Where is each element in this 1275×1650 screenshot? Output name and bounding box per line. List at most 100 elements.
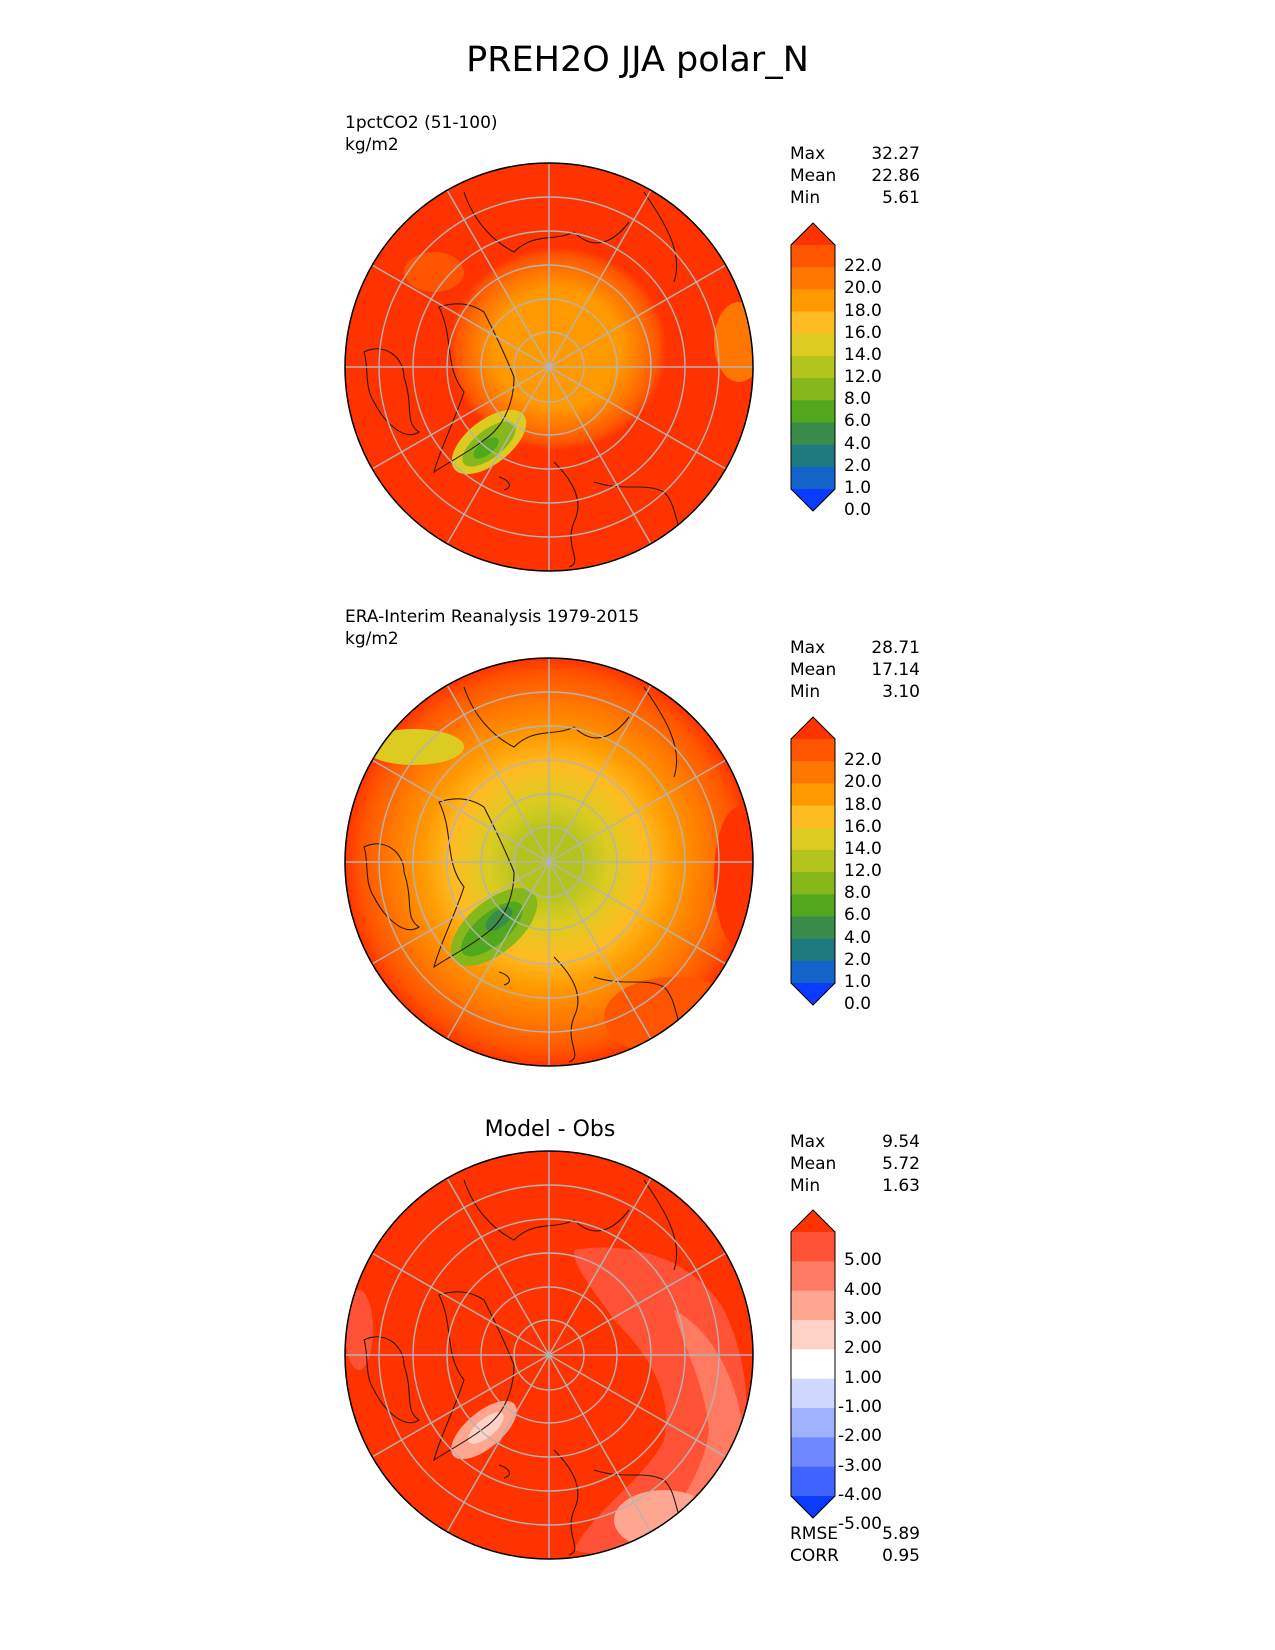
colorbar-band xyxy=(791,378,835,401)
field-low-patch xyxy=(364,729,464,765)
colorbar-top-extend xyxy=(791,717,835,739)
colorbar-tick-label: 4.00 xyxy=(844,1279,882,1300)
colorbar-tick-label: 4.0 xyxy=(844,433,872,454)
colorbar-tick-label: 1.0 xyxy=(844,972,872,992)
colorbar-tick-label: 1.0 xyxy=(844,478,872,498)
colorbar-top-extend xyxy=(791,223,835,245)
colorbar-band xyxy=(791,916,835,940)
colorbar-tick-label: 14.0 xyxy=(844,344,882,365)
colorbar-band xyxy=(791,422,835,446)
colorbar-band xyxy=(791,739,835,762)
metric-label: CORR xyxy=(790,1546,839,1566)
colorbar-band xyxy=(791,311,835,335)
panel-title-text: 1pctCO2 (51-100) xyxy=(345,113,498,133)
colorbar-band xyxy=(791,444,835,468)
panel-title-obs: ERA-Interim Reanalysis 1979-2015 kg/m2 xyxy=(345,606,639,650)
stat-label: Max xyxy=(790,1132,826,1152)
colorbar-bottom-extend xyxy=(791,1496,835,1518)
colorbar-tick-label: 2.0 xyxy=(844,455,872,476)
colorbar-graphic xyxy=(790,716,836,1006)
field-greenland-low xyxy=(485,907,513,931)
colorbar-tick-label: -5.00 xyxy=(838,1514,882,1535)
stat-label: Mean xyxy=(790,1154,837,1174)
panel-title-diff: Model - Obs xyxy=(484,1117,616,1142)
field-edge-patch xyxy=(345,1290,373,1370)
colorbar-graphic xyxy=(790,222,836,512)
panel-units: kg/m2 xyxy=(345,135,399,155)
metric-rmse: 5.89 xyxy=(882,1524,920,1544)
colorbar-tick-label: 8.0 xyxy=(844,883,872,904)
stat-max: 9.54 xyxy=(882,1132,920,1152)
colorbar-tick-label: 16.0 xyxy=(844,816,882,837)
colorbar-outline xyxy=(790,1209,836,1519)
colorbar-band xyxy=(791,1349,835,1380)
colorbar-band xyxy=(791,1378,835,1409)
colorbar-band xyxy=(791,1466,835,1497)
colorbar-band xyxy=(791,805,835,829)
stat-label: Min xyxy=(790,188,821,208)
colorbar-band xyxy=(791,1408,835,1438)
colorbar-tick-label: -1.00 xyxy=(838,1397,882,1417)
colorbar-band xyxy=(791,960,835,984)
colorbar-tick-label: 6.0 xyxy=(844,905,872,926)
stat-min: 5.61 xyxy=(882,188,920,208)
colorbar-tick-label: 12.0 xyxy=(844,861,882,882)
stat-min: 1.63 xyxy=(882,1176,920,1196)
stat-label: Min xyxy=(790,682,821,702)
stat-max: 32.27 xyxy=(871,144,920,164)
colorbar-tick-label: -3.00 xyxy=(838,1455,882,1476)
colorbar-tick-label: 3.00 xyxy=(844,1309,882,1329)
colorbar-tick-label: 20.0 xyxy=(844,772,882,793)
field-high-patch xyxy=(404,252,464,292)
stat-mean: 17.14 xyxy=(871,660,920,680)
colorbar-band xyxy=(791,1232,835,1262)
colorbar-bottom-extend xyxy=(791,489,835,511)
figure-title: PREH2O JJA polar_N xyxy=(466,40,809,80)
colorbar-band xyxy=(791,1261,835,1292)
stat-label: Max xyxy=(790,638,826,658)
stat-max: 28.71 xyxy=(871,638,920,658)
colorbar-band xyxy=(791,938,835,962)
stats-obs: Max 28.71 Mean 17.14 Min 3.10 xyxy=(790,637,920,703)
graticule xyxy=(345,163,753,571)
colorbar-band xyxy=(791,761,835,784)
colorbar-tick-label: 2.00 xyxy=(844,1338,882,1359)
field-high-patch xyxy=(604,977,744,1057)
colorbar-tick-label: -4.00 xyxy=(838,1485,882,1505)
colorbar-bottom-extend xyxy=(791,983,835,1005)
colorbar-top-extend xyxy=(791,1210,835,1232)
stat-label: Max xyxy=(790,144,826,164)
colorbar-tick-label: 0.0 xyxy=(844,500,872,521)
colorbar-band xyxy=(791,333,835,357)
colorbar-tick-label: 0.0 xyxy=(844,994,872,1015)
colorbar-tick-label: 18.0 xyxy=(844,794,882,815)
colorbar-outline xyxy=(790,716,836,1006)
colorbar-band xyxy=(791,245,835,268)
colorbar-outline xyxy=(790,222,836,512)
panel-title-text: ERA-Interim Reanalysis 1979-2015 xyxy=(345,607,640,627)
colorbar-band xyxy=(791,849,835,873)
colorbar-band xyxy=(791,400,835,423)
field-lower-region xyxy=(614,1490,714,1550)
colorbar-band xyxy=(791,1320,835,1350)
colorbar-tick-label: -2.00 xyxy=(838,1426,882,1447)
colorbar-tick-label: 2.0 xyxy=(844,949,872,970)
colorbar-tick-label: 5.00 xyxy=(844,1250,882,1271)
stat-label: Min xyxy=(790,1176,821,1196)
colorbar-tick-label: 12.0 xyxy=(844,367,882,388)
colorbar-tick-label: 18.0 xyxy=(844,300,882,321)
colorbar-band xyxy=(791,466,835,490)
stat-mean: 22.86 xyxy=(871,166,920,186)
colorbar-band xyxy=(791,783,835,807)
graticule xyxy=(345,658,753,1066)
polar-map-model xyxy=(344,162,754,572)
colorbar-band xyxy=(791,827,835,851)
colorbar-tick-label: 22.0 xyxy=(844,750,882,771)
stat-mean: 5.72 xyxy=(882,1154,920,1174)
colorbar-tick-label: 4.0 xyxy=(844,927,872,948)
colorbar-band xyxy=(791,289,835,313)
graticule xyxy=(345,1151,753,1559)
colorbar-tick-label: 6.0 xyxy=(844,411,872,432)
colorbar-band xyxy=(791,872,835,895)
stats-diff: Max 9.54 Mean 5.72 Min 1.63 xyxy=(790,1131,920,1197)
